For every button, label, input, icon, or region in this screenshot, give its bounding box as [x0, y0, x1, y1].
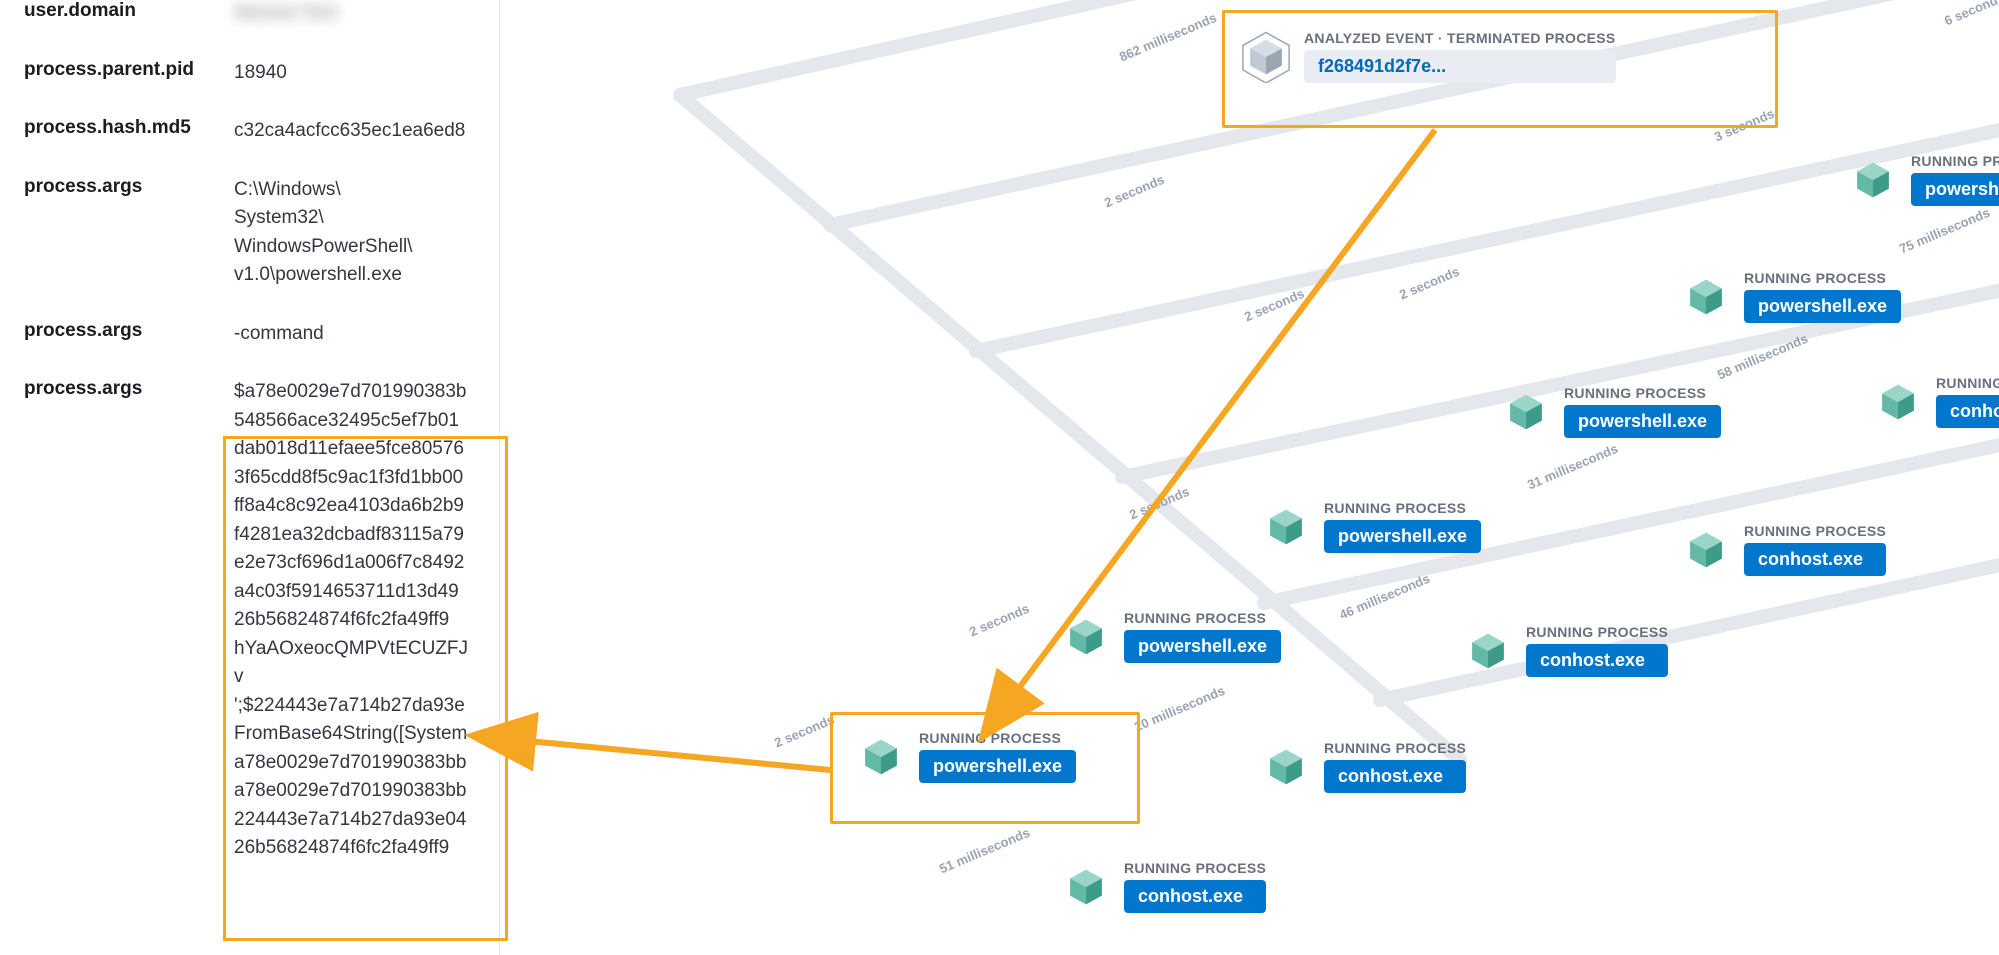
detail-row: process.hash.md5c32ca4acfcc635ec1ea6ed8	[0, 117, 499, 146]
process-status-label: RUNNING PROCESS	[919, 730, 1076, 746]
edge-time-label: 2 seconds	[772, 712, 836, 751]
process-cube-icon	[1260, 741, 1312, 793]
edge-time-label: 51 milliseconds	[937, 825, 1032, 877]
process-name-pill[interactable]: conhost.exe	[1124, 880, 1266, 913]
edge-time-label: 2 seconds	[1102, 172, 1166, 211]
edge-time-label: 3 seconds	[1712, 106, 1776, 145]
process-status-label: RUNNING PROCESS	[1124, 610, 1281, 626]
detail-key: process.args	[24, 378, 234, 400]
edge-time-label: 46 milliseconds	[1337, 571, 1432, 623]
process-cube-icon	[1060, 861, 1112, 913]
process-status-label: RUNNING PROCESS	[1564, 385, 1721, 401]
detail-row: user.domainREDACTED	[0, 0, 499, 29]
detail-value: -command	[234, 320, 475, 349]
process-node[interactable]: RUNNING PROCESS powershell	[1847, 153, 1999, 206]
detail-key: process.args	[24, 320, 234, 342]
process-status-label: RUNNING PROCESS	[1936, 375, 1999, 391]
analyzed-event-node[interactable]: ANALYZED EVENT · TERMINATED PROCESS f2684…	[1240, 30, 1616, 83]
detail-row: process.argsC:\Windows\ System32\ Window…	[0, 176, 499, 290]
process-cube-icon	[1500, 386, 1552, 438]
detail-key: process.parent.pid	[24, 59, 234, 81]
edge-time-label: 862 milliseconds	[1117, 10, 1219, 64]
process-name-pill[interactable]: powershell.exe	[1124, 630, 1281, 663]
process-node[interactable]: RUNNING PROCESS powershell.exe	[1500, 385, 1721, 438]
edge-time-label: 6 seconds	[1942, 0, 1999, 28]
detail-key: process.hash.md5	[24, 117, 234, 139]
process-tree-canvas[interactable]: ANALYZED EVENT · TERMINATED PROCESS f2684…	[500, 0, 1999, 955]
process-node[interactable]: RUNNING PROCESS conhost.exe	[1680, 523, 1886, 576]
process-cube-icon	[1240, 31, 1292, 83]
process-cube-icon	[1680, 271, 1732, 323]
detail-value: 18940	[234, 59, 475, 88]
process-node[interactable]: RUNNING PROCESS powershell.exe	[1260, 500, 1481, 553]
process-status-label: RUNNING PROCESS	[1324, 740, 1466, 756]
process-cube-icon	[1260, 501, 1312, 553]
edge-time-label: 58 milliseconds	[1715, 331, 1810, 383]
detail-value: C:\Windows\ System32\ WindowsPowerShell\…	[234, 176, 475, 290]
edge-time-label: 2 seconds	[1242, 286, 1306, 325]
process-name-pill[interactable]: conhost.e	[1936, 395, 1999, 428]
detail-value: REDACTED	[234, 0, 475, 29]
event-details-panel: user.domainREDACTED process.parent.pid189…	[0, 0, 500, 955]
edge-time-label: 20 milliseconds	[1132, 683, 1227, 735]
process-status-label: RUNNING PROCESS	[1744, 523, 1886, 539]
detail-key: user.domain	[24, 0, 234, 22]
process-status-label: RUNNING PROCESS	[1526, 624, 1668, 640]
process-cube-icon	[1680, 524, 1732, 576]
process-name-pill[interactable]: powershell.exe	[1744, 290, 1901, 323]
process-name-pill[interactable]: powershell	[1911, 173, 1999, 206]
process-name-pill[interactable]: powershell.exe	[1324, 520, 1481, 553]
process-node[interactable]: RUNNING PROCESS powershell.exe	[1060, 610, 1281, 663]
detail-row: process.args-command	[0, 320, 499, 349]
process-cube-icon	[855, 731, 907, 783]
process-status-label: RUNNING PROCESS	[1124, 860, 1266, 876]
detail-row: process.parent.pid18940	[0, 59, 499, 88]
process-status-label: RUNNING PROCESS	[1744, 270, 1901, 286]
process-node[interactable]: RUNNING PROCESS conhost.e	[1872, 375, 1999, 428]
process-cube-icon	[1060, 611, 1112, 663]
process-status-label: ANALYZED EVENT · TERMINATED PROCESS	[1304, 30, 1616, 46]
detail-value: c32ca4acfcc635ec1ea6ed8	[234, 117, 475, 146]
edge-time-label: 2 seconds	[1397, 264, 1461, 303]
edge-time-label: 2 seconds	[1127, 484, 1191, 523]
process-node[interactable]: RUNNING PROCESS powershell.exe	[1680, 270, 1901, 323]
process-node[interactable]: RUNNING PROCESS conhost.exe	[1462, 624, 1668, 677]
process-name-pill[interactable]: conhost.exe	[1526, 644, 1668, 677]
process-name-pill[interactable]: conhost.exe	[1324, 760, 1466, 793]
process-status-label: RUNNING PROCESS	[1324, 500, 1481, 516]
event-id-pill[interactable]: f268491d2f7e...	[1304, 50, 1616, 83]
process-node[interactable]: RUNNING PROCESS powershell.exe	[855, 730, 1076, 783]
process-node[interactable]: RUNNING PROCESS conhost.exe	[1060, 860, 1266, 913]
edge-time-label: 75 milliseconds	[1897, 205, 1992, 257]
details-highlight-box	[223, 436, 508, 941]
process-cube-icon	[1462, 625, 1514, 677]
process-name-pill[interactable]: powershell.exe	[1564, 405, 1721, 438]
edge-time-label: 31 milliseconds	[1525, 441, 1620, 493]
process-name-pill[interactable]: conhost.exe	[1744, 543, 1886, 576]
process-cube-icon	[1872, 376, 1924, 428]
edge-time-label: 2 seconds	[967, 601, 1031, 640]
process-name-pill[interactable]: powershell.exe	[919, 750, 1076, 783]
tree-connectors	[500, 0, 1999, 955]
process-cube-icon	[1847, 154, 1899, 206]
detail-key: process.args	[24, 176, 234, 198]
process-status-label: RUNNING PROCESS	[1911, 153, 1999, 169]
process-node[interactable]: RUNNING PROCESS conhost.exe	[1260, 740, 1466, 793]
